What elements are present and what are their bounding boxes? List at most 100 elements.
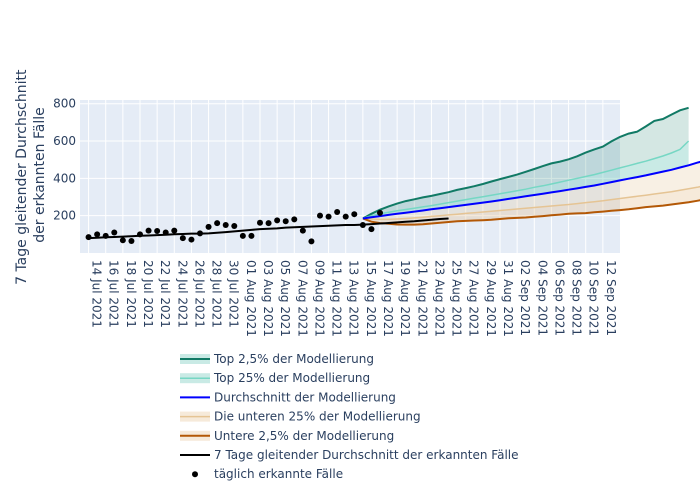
legend-item-low75[interactable]: Die unteren 25% der Modellierung [180, 410, 421, 424]
x-tick-label: 19 Aug 2021 [398, 260, 412, 337]
daily-point [214, 220, 221, 227]
series-line-low75 [362, 185, 700, 221]
x-tick-label: 15 Aug 2021 [364, 260, 378, 337]
daily-point [222, 222, 229, 229]
legend[interactable]: Top 2,5% der Modellierung Top 25% der Mod… [180, 352, 519, 481]
daily-point [351, 211, 358, 218]
daily-point [239, 232, 246, 239]
y-axis-ticks: 200 400 600 800 [53, 97, 76, 223]
x-tick-label: 09 Aug 2021 [312, 260, 326, 337]
x-tick-label: 27 Aug 2021 [467, 260, 481, 337]
x-tick-label: 02 Sep 2021 [518, 260, 532, 336]
legend-label: Top 25% der Modellierung [213, 371, 370, 385]
legend-label: 7 Tage gleitender Durchschnitt der erkan… [214, 448, 519, 462]
daily-point [231, 222, 238, 229]
series-line-top25 [362, 106, 689, 220]
y-tick-label: 400 [53, 171, 76, 185]
legend-item-avg[interactable]: 7 Tage gleitender Durchschnitt der erkan… [180, 448, 519, 462]
legend-item-top25[interactable]: Top 2,5% der Modellierung [180, 352, 374, 366]
daily-point [188, 236, 195, 243]
daily-point [334, 208, 341, 215]
y-tick-label: 600 [53, 134, 76, 148]
legend-marker-dot [192, 471, 198, 478]
daily-point [128, 238, 135, 245]
plot-background [80, 100, 620, 253]
x-tick-label: 29 Aug 2021 [484, 260, 498, 337]
daily-point [137, 231, 143, 238]
legend-label: Durchschnitt der Modellierung [214, 390, 396, 404]
daily-point [85, 234, 92, 241]
daily-point [197, 230, 203, 237]
daily-point [342, 213, 349, 220]
legend-item-mean[interactable]: Durchschnitt der Modellierung [180, 390, 396, 404]
daily-point [325, 213, 332, 220]
daily-point [377, 209, 383, 216]
x-tick-label: 07 Aug 2021 [295, 260, 309, 337]
x-tick-label: 17 Aug 2021 [381, 260, 395, 337]
x-tick-label: 05 Aug 2021 [278, 260, 292, 337]
x-tick-label: 31 Aug 2021 [501, 260, 515, 337]
series-line-low25 [362, 199, 700, 226]
x-tick-label: 08 Sep 2021 [570, 260, 584, 336]
x-tick-label: 01 Aug 2021 [244, 260, 258, 337]
x-tick-label: 04 Sep 2021 [535, 260, 549, 336]
daily-point [359, 222, 366, 229]
grid [80, 100, 620, 253]
series-line-avg [88, 217, 449, 240]
y-tick-label: 200 [53, 209, 76, 223]
series-line-top75 [362, 140, 690, 220]
daily-point [265, 220, 272, 227]
daily-point [248, 232, 255, 239]
legend-label: Top 2,5% der Modellierung [213, 352, 374, 366]
y-axis-label-line2: der erkannten Fälle [32, 107, 48, 242]
legend-label: Untere 2,5% der Modellierung [214, 429, 394, 443]
legend-label: täglich erkannte Fälle [214, 467, 343, 481]
daily-point [368, 226, 375, 233]
series-line-mean [362, 160, 700, 220]
x-tick-label: 16 Jul 2021 [107, 260, 121, 328]
x-axis-ticks: 14 Jul 2021 16 Jul 2021 18 Jul 2021 20 Jul … [90, 260, 618, 337]
x-tick-label: 21 Aug 2021 [415, 260, 429, 337]
x-tick-label: 24 Jul 2021 [175, 260, 189, 328]
x-tick-label: 25 Aug 2021 [450, 260, 464, 337]
daily-point [145, 227, 152, 234]
x-tick-label: 26 Jul 2021 [192, 260, 206, 328]
daily-point [299, 227, 306, 234]
y-axis-label-line1: 7 Tage gleitender Durchschnitt [14, 69, 30, 285]
x-tick-label: 30 Jul 2021 [227, 260, 241, 328]
daily-point [308, 238, 315, 245]
x-tick-label: 12 Sep 2021 [604, 260, 618, 336]
legend-label: Die unteren 25% der Modellierung [214, 410, 421, 424]
x-tick-label: 11 Aug 2021 [330, 260, 344, 337]
x-tick-label: 28 Jul 2021 [210, 260, 224, 328]
daily-point [111, 229, 118, 236]
x-tick-label: 13 Aug 2021 [347, 260, 361, 337]
x-tick-label: 03 Aug 2021 [261, 260, 275, 337]
daily-point [94, 231, 101, 238]
daily-points [85, 208, 383, 245]
y-axis-label: 7 Tage gleitender Durchschnitt der erkan… [14, 65, 48, 285]
daily-point [171, 227, 178, 234]
daily-point [317, 212, 323, 219]
x-tick-label: 22 Jul 2021 [158, 260, 172, 328]
legend-item-low25[interactable]: Untere 2,5% der Modellierung [180, 429, 394, 443]
daily-point [291, 216, 298, 223]
x-tick-label: 14 Jul 2021 [90, 260, 104, 328]
daily-point [179, 235, 186, 242]
legend-item-daily[interactable]: täglich erkannte Fälle [192, 467, 343, 481]
daily-point [205, 223, 212, 230]
daily-point [119, 237, 126, 244]
band-lower-mid [362, 161, 700, 220]
x-tick-label: 06 Sep 2021 [552, 260, 566, 336]
daily-point [154, 227, 161, 234]
series-lines [88, 106, 700, 240]
x-tick-label: 18 Jul 2021 [124, 260, 138, 328]
x-tick-label: 10 Sep 2021 [587, 260, 601, 336]
daily-point [102, 232, 109, 239]
x-tick-label: 23 Aug 2021 [432, 260, 446, 337]
daily-point [274, 217, 281, 224]
y-tick-label: 800 [53, 97, 76, 111]
daily-point [257, 219, 263, 226]
legend-item-top75[interactable]: Top 25% der Modellierung [180, 371, 370, 385]
